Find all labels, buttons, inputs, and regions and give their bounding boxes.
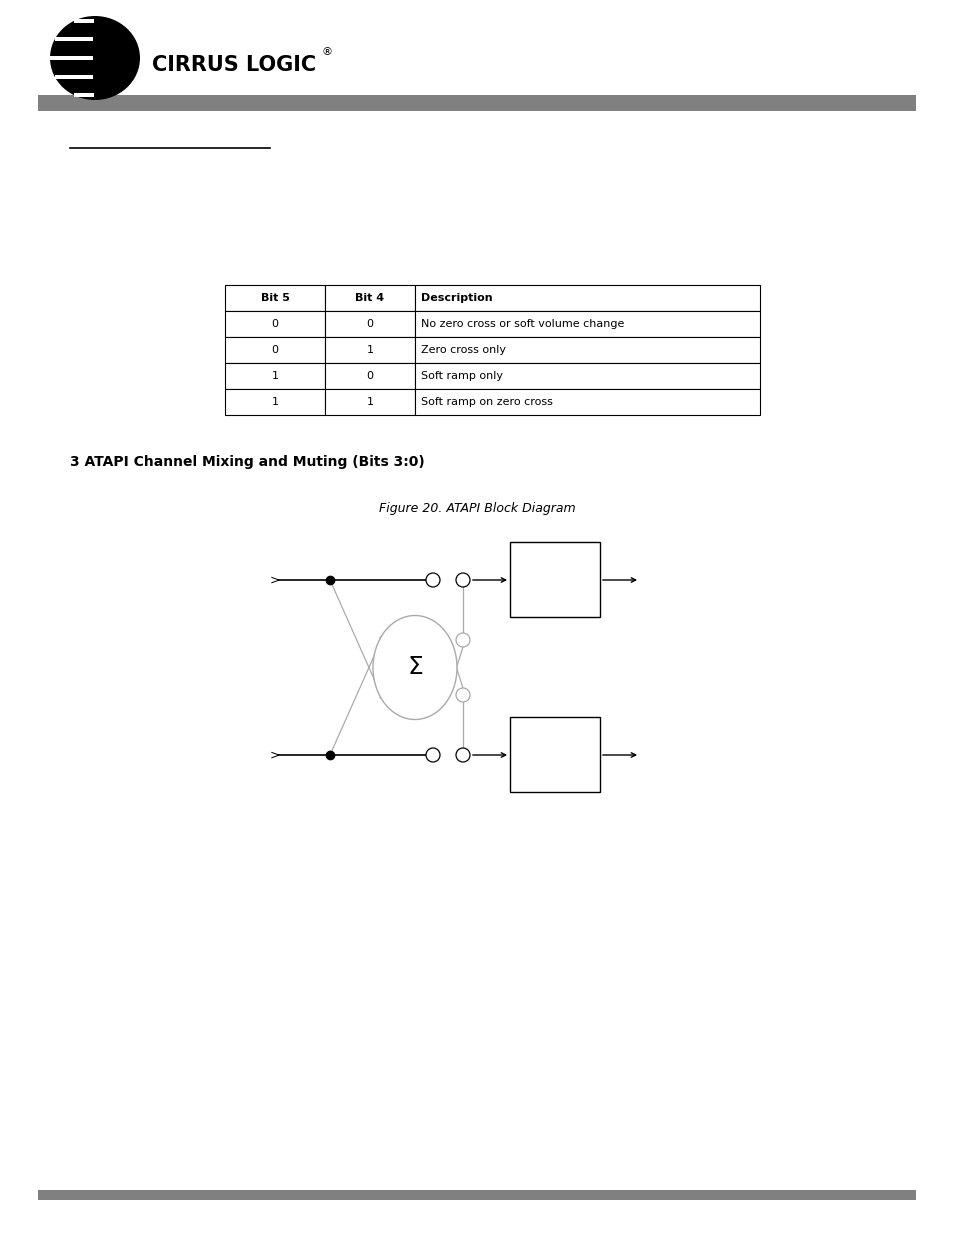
Text: 1: 1 [272,396,278,408]
Bar [50,56,92,61]
Bar [415,337,760,363]
Bar [225,311,325,337]
Text: CIRRUS LOGIC: CIRRUS LOGIC [152,56,315,75]
Bar [415,363,760,389]
Bar [325,311,415,337]
Circle shape [456,573,470,587]
Text: Σ: Σ [407,656,422,679]
Bar [415,311,760,337]
Circle shape [426,748,439,762]
Ellipse shape [50,16,140,100]
Bar [325,389,415,415]
Bar [54,74,92,79]
Bar [325,285,415,311]
Bar [510,718,599,792]
Text: 0: 0 [272,319,278,329]
Circle shape [426,573,439,587]
Text: Soft ramp only: Soft ramp only [420,370,502,382]
Text: 3 ATAPI Channel Mixing and Muting (Bits 3:0): 3 ATAPI Channel Mixing and Muting (Bits … [70,454,424,469]
Ellipse shape [373,615,456,720]
Bar [325,363,415,389]
Bar [54,37,92,42]
Text: No zero cross or soft volume change: No zero cross or soft volume change [420,319,623,329]
Text: Bit 5: Bit 5 [260,293,289,303]
Bar [74,19,94,22]
Bar [225,337,325,363]
Bar [225,285,325,311]
Text: 1: 1 [366,396,374,408]
Text: Soft ramp on zero cross: Soft ramp on zero cross [420,396,553,408]
Bar [225,363,325,389]
Text: >: > [270,573,280,587]
Bar [225,389,325,415]
Text: >: > [270,748,280,762]
Bar [325,337,415,363]
Text: 0: 0 [366,370,374,382]
Bar [38,1191,915,1200]
Bar [415,285,760,311]
Bar [510,542,599,618]
Text: ®: ® [322,47,333,57]
Circle shape [456,688,470,701]
Text: Zero cross only: Zero cross only [420,345,505,354]
Text: Figure 20. ATAPI Block Diagram: Figure 20. ATAPI Block Diagram [378,501,575,515]
Circle shape [456,748,470,762]
Circle shape [456,634,470,647]
Text: 0: 0 [272,345,278,354]
Text: 1: 1 [272,370,278,382]
Bar [415,389,760,415]
Text: Description: Description [420,293,492,303]
Bar [38,95,915,111]
Text: 0: 0 [366,319,374,329]
Text: Bit 4: Bit 4 [355,293,384,303]
Text: 1: 1 [366,345,374,354]
Bar [74,93,94,98]
